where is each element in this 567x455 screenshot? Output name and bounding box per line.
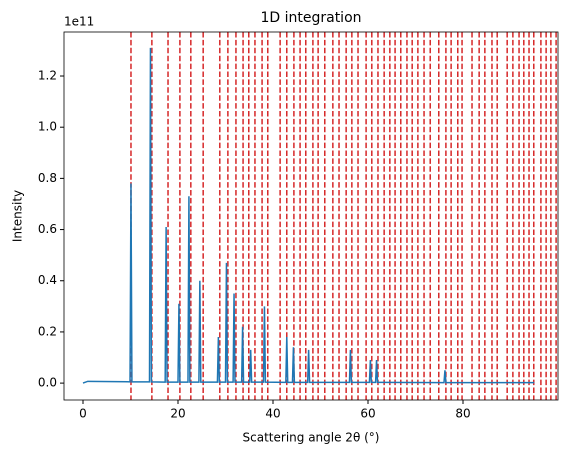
x-tick-label: 60	[360, 407, 375, 421]
data-line	[82, 47, 535, 384]
y-tick-label: 0.0	[38, 376, 57, 390]
y-axis-label: Intensity	[11, 190, 25, 242]
x-tick-label: 40	[265, 407, 280, 421]
y-tick-label: 0.2	[38, 324, 57, 338]
chart-title: 1D integration	[260, 10, 361, 26]
y-tick-label: 0.4	[38, 273, 57, 287]
y-tick-label: 1.2	[38, 69, 57, 83]
x-axis-label: Scattering angle 2θ (°)	[243, 431, 380, 445]
x-tick-label: 80	[455, 407, 470, 421]
y-tick-label: 0.8	[38, 171, 57, 185]
plot-frame	[63, 31, 559, 401]
y-offset-label: 1e11	[64, 15, 94, 29]
x-tick-label: 20	[170, 407, 185, 421]
y-tick-label: 0.6	[38, 222, 57, 236]
y-tick-label: 1.0	[38, 120, 57, 134]
x-tick-label: 0	[79, 407, 87, 421]
